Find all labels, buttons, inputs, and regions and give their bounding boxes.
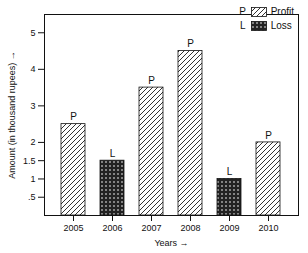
- svg-text:2005: 2005: [63, 223, 83, 233]
- svg-text:L: L: [110, 148, 116, 159]
- svg-text:P: P: [148, 75, 155, 86]
- svg-text:5: 5: [30, 28, 35, 38]
- svg-text:2007: 2007: [141, 223, 161, 233]
- svg-text:Amount (in thousand rupees) →: Amount (in thousand rupees) →: [7, 51, 17, 179]
- svg-text:P: P: [265, 130, 272, 141]
- svg-text:2006: 2006: [102, 223, 122, 233]
- svg-text:4: 4: [30, 64, 35, 74]
- svg-text:2008: 2008: [180, 223, 200, 233]
- svg-text:Years →: Years →: [154, 238, 188, 248]
- svg-text:1.5: 1.5: [23, 156, 36, 166]
- svg-text:P: P: [187, 38, 194, 49]
- svg-text:2: 2: [30, 137, 35, 147]
- svg-text:.5: .5: [28, 192, 36, 202]
- html-text:Loss: Loss: [270, 20, 292, 31]
- html-text:P: P: [239, 6, 246, 17]
- svg-text:3: 3: [30, 101, 35, 111]
- html-text:Profit: Profit: [270, 6, 294, 17]
- svg-text:L: L: [227, 166, 233, 177]
- svg-text:1: 1: [30, 174, 35, 184]
- svg-text:2010: 2010: [258, 223, 278, 233]
- html-text:L: L: [239, 20, 246, 31]
- svg-text:2009: 2009: [219, 223, 239, 233]
- svg-text:P: P: [70, 111, 77, 122]
